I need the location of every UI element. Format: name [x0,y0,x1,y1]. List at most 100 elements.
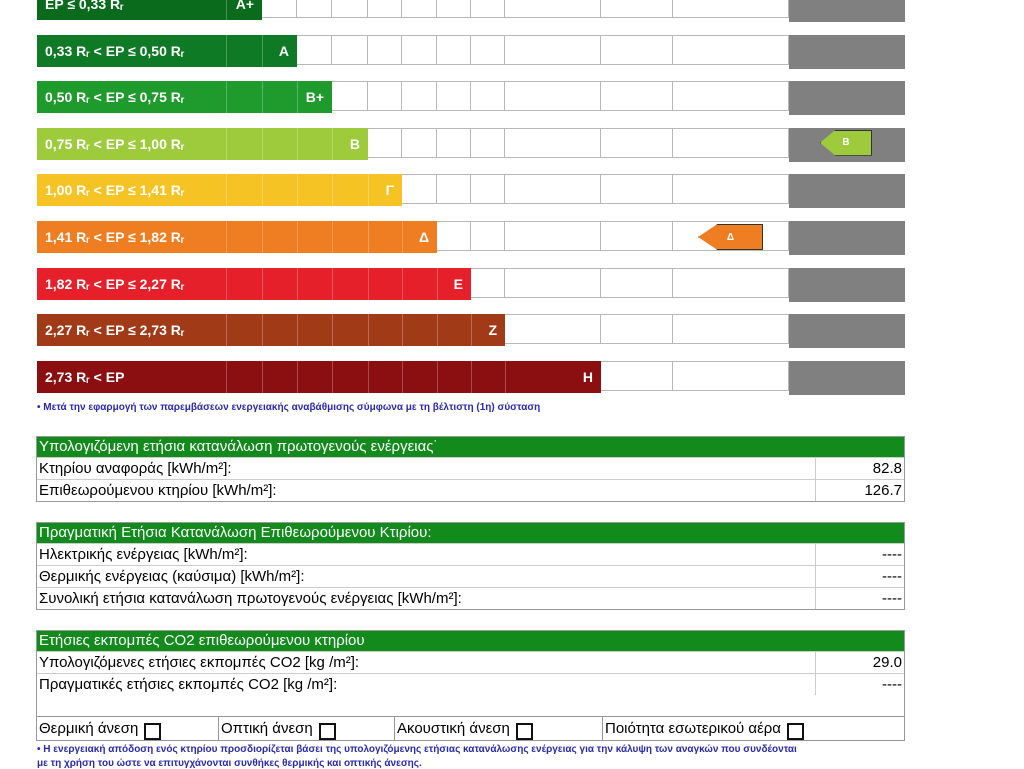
grid-cell [402,174,437,205]
grid-cell [505,0,601,18]
grid-cell [471,81,505,112]
grid-cell [471,267,505,298]
footnote: με τη χρήση του ώστε να επιτυγχάνονται σ… [37,758,422,769]
grid-cell [505,34,601,65]
class-letter: H [582,368,593,385]
grid-cell [368,0,402,18]
after-upgrade-column [789,314,905,349]
checkbox[interactable] [786,723,804,740]
class-range: 1,41 Rᵣ < EP ≤ 1,82 Rᵣ [45,229,185,245]
table-row: Συνολική ετήσια κατανάλωση πρωτογενούς ε… [37,587,904,609]
class-range: 1,82 Rᵣ < EP ≤ 2,27 Rᵣ [45,275,185,292]
class-range: 0,75 Rᵣ < EP ≤ 1,00 Rᵣ [45,135,185,152]
energy-class-row: EP ≤ 0,33 Rᵣ A+ [37,0,905,22]
comfort-visual[interactable]: Οπτική άνεση [219,717,395,740]
grid-cell [297,34,332,65]
after-upgrade-column [789,221,905,255]
class-range: 1,00 Rᵣ < EP ≤ 1,41 Rᵣ [45,182,185,199]
energy-class-bar: 2,73 Rᵣ < EP H [37,360,601,393]
grid-cell [601,127,673,158]
grid-cell [437,221,471,251]
grid-cell [471,221,505,251]
energy-class-bar: 1,00 Rᵣ < EP ≤ 1,41 Rᵣ Γ [37,174,402,207]
energy-class-row: 0,33 Rᵣ < EP ≤ 0,50 Rᵣ A [37,34,905,69]
note-after-upgrade: • Μετά την εφαρμογή των παρεμβάσεων ενερ… [37,402,541,413]
class-letter: B+ [305,89,324,106]
class-range: 2,73 Rᵣ < EP [45,368,125,385]
class-letter: Δ [418,229,429,245]
grid-cell [673,127,789,158]
after-upgrade-class-arrow: B [820,129,872,156]
energy-class-bar: EP ≤ 0,33 Rᵣ A+ [37,0,262,20]
grid-cell [368,81,402,112]
after-upgrade-column [789,34,905,69]
energy-class-bar: 0,33 Rᵣ < EP ≤ 0,50 Rᵣ A [37,34,297,67]
co2-table: Ετήσιες εκπομπές CO2 επιθεωρούμενου κτηρ… [36,630,905,717]
grid-cell [673,81,789,112]
checkbox[interactable] [318,723,336,740]
grid-cell [601,174,673,205]
class-letter: A [278,42,289,59]
checkbox[interactable] [515,723,533,740]
grid-cell [673,360,789,391]
grid-cell [505,221,601,251]
energy-class-row: 1,41 Rᵣ < EP ≤ 1,82 Rᵣ Δ Δ [37,221,905,255]
class-range: EP ≤ 0,33 Rᵣ [45,0,124,12]
after-upgrade-column [789,360,905,395]
table-row: Πραγματικές ετήσιες εκπομπές CO2 [kg /m²… [37,673,904,695]
comfort-air-quality[interactable]: Ποιότητα εσωτερικού αέρα [603,717,904,740]
grid-cell [471,0,505,18]
grid-cell [505,267,601,298]
grid-cell [471,174,505,205]
table-row: Υπολογιζόμενες ετήσιες εκπομπές CO2 [kg … [37,651,904,673]
grid-cell [601,0,673,18]
grid-cell [437,0,471,18]
grid-cell [332,0,368,18]
grid-cell [601,221,673,251]
grid-cell [505,127,601,158]
after-upgrade-column [789,0,905,22]
comfort-acoustic[interactable]: Ακουστική άνεση [395,717,603,740]
class-range: 0,50 Rᵣ < EP ≤ 0,75 Rᵣ [45,89,185,106]
grid-cell [505,174,601,205]
comfort-checkboxes: Θερμική άνεση Οπτική άνεση Ακουστική άνε… [36,716,905,741]
energy-class-bar: 0,75 Rᵣ < EP ≤ 1,00 Rᵣ B [37,127,368,160]
grid-cell [601,314,673,345]
class-letter: A+ [235,0,254,12]
grid-cell [297,0,332,18]
class-range: 0,33 Rᵣ < EP ≤ 0,50 Rᵣ [45,42,185,59]
grid-cell [262,0,297,18]
footnote: • Η ενεργειακή απόδοση ενός κτηρίου προσ… [37,744,797,755]
after-upgrade-column [789,174,905,209]
grid-cell [437,127,471,158]
grid-cell [601,267,673,298]
energy-class-bar: 2,27 Rᵣ < EP ≤ 2,73 Rᵣ Z [37,314,505,347]
grid-cell [402,81,437,112]
energy-class-row: 1,82 Rᵣ < EP ≤ 2,27 Rᵣ E [37,267,905,302]
energy-class-bar: 0,50 Rᵣ < EP ≤ 0,75 Rᵣ B+ [37,81,332,114]
comfort-thermal[interactable]: Θερμική άνεση [37,717,219,740]
calculated-consumption-table: Υπολογιζόμενη ετήσια κατανάλωση πρωτογεν… [36,436,905,502]
class-letter: Γ [385,182,394,199]
grid-cell [437,81,471,112]
grid-cell [471,127,505,158]
table-row: Επιθεωρούμενου κτηρίου [kWh/m²]: 126.7 [37,479,904,501]
grid-cell [505,81,601,112]
energy-class-row: 2,73 Rᵣ < EP H [37,360,905,395]
grid-cell [402,0,437,18]
class-letter: B [349,135,360,152]
table-row: Θερμικής ενέργειας (καύσιμα) [kWh/m²]: --… [37,565,904,587]
checkbox[interactable] [144,723,162,740]
class-range: 2,27 Rᵣ < EP ≤ 2,73 Rᵣ [45,322,185,339]
grid-cell [601,34,673,65]
table-row: Ηλεκτρικής ενέργειας [kWh/m²]: ---- [37,543,904,565]
grid-cell [673,267,789,298]
grid-cell [673,34,789,65]
grid-cell [402,34,437,65]
grid-cell [505,314,601,345]
grid-cell [673,174,789,205]
grid-cell [601,360,673,391]
grid-cell [402,127,437,158]
table-row: Κτηρίου αναφοράς [kWh/m²]: 82.8 [37,457,904,479]
grid-cell [673,0,789,18]
